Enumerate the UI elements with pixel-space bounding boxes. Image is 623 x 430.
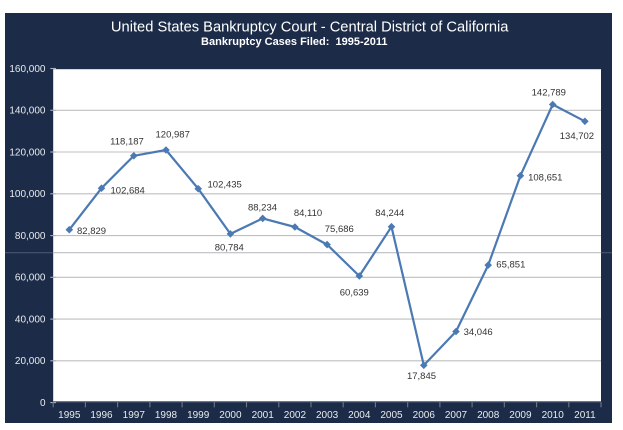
svg-text:120,000: 120,000: [9, 147, 46, 158]
svg-text:2011: 2011: [574, 410, 596, 421]
svg-text:34,046: 34,046: [464, 327, 493, 338]
svg-text:102,684: 102,684: [111, 185, 145, 196]
svg-text:60,000: 60,000: [15, 273, 46, 284]
svg-text:2006: 2006: [413, 410, 436, 421]
svg-text:0: 0: [40, 398, 46, 409]
svg-text:1997: 1997: [123, 410, 146, 421]
svg-text:60,639: 60,639: [340, 287, 369, 298]
svg-text:Bankruptcy Cases Filed: 1995-: Bankruptcy Cases Filed: 1995-2011: [201, 36, 387, 48]
svg-text:1999: 1999: [187, 410, 210, 421]
svg-text:United States Bankruptcy Court: United States Bankruptcy Court - Central…: [111, 20, 509, 36]
svg-text:40,000: 40,000: [15, 315, 46, 326]
svg-text:20,000: 20,000: [15, 356, 46, 367]
svg-text:2008: 2008: [477, 410, 500, 421]
svg-text:160,000: 160,000: [9, 64, 46, 75]
svg-text:2003: 2003: [316, 410, 339, 421]
svg-text:17,845: 17,845: [407, 371, 436, 382]
svg-text:120,987: 120,987: [156, 129, 190, 140]
svg-text:80,000: 80,000: [15, 231, 46, 242]
svg-text:2000: 2000: [219, 410, 242, 421]
svg-text:2004: 2004: [348, 410, 371, 421]
svg-text:134,702: 134,702: [560, 131, 594, 142]
svg-text:1996: 1996: [90, 410, 113, 421]
svg-text:100,000: 100,000: [9, 189, 46, 200]
svg-text:1995: 1995: [58, 410, 81, 421]
svg-text:2002: 2002: [284, 410, 307, 421]
svg-text:2001: 2001: [252, 410, 275, 421]
svg-text:80,784: 80,784: [215, 242, 244, 253]
svg-text:84,244: 84,244: [375, 208, 404, 219]
svg-text:118,187: 118,187: [110, 136, 144, 147]
svg-text:75,686: 75,686: [325, 224, 354, 235]
svg-text:108,651: 108,651: [528, 173, 562, 184]
svg-text:2009: 2009: [509, 410, 532, 421]
svg-text:140,000: 140,000: [9, 106, 46, 117]
svg-text:1998: 1998: [155, 410, 178, 421]
svg-text:2010: 2010: [542, 410, 565, 421]
svg-text:65,851: 65,851: [496, 260, 525, 271]
svg-text:102,435: 102,435: [208, 179, 242, 190]
svg-text:84,110: 84,110: [294, 208, 322, 219]
svg-text:88,234: 88,234: [248, 203, 277, 214]
svg-text:82,829: 82,829: [77, 226, 106, 237]
svg-text:2005: 2005: [380, 410, 403, 421]
svg-text:2007: 2007: [445, 410, 468, 421]
svg-text:142,789: 142,789: [532, 88, 566, 99]
